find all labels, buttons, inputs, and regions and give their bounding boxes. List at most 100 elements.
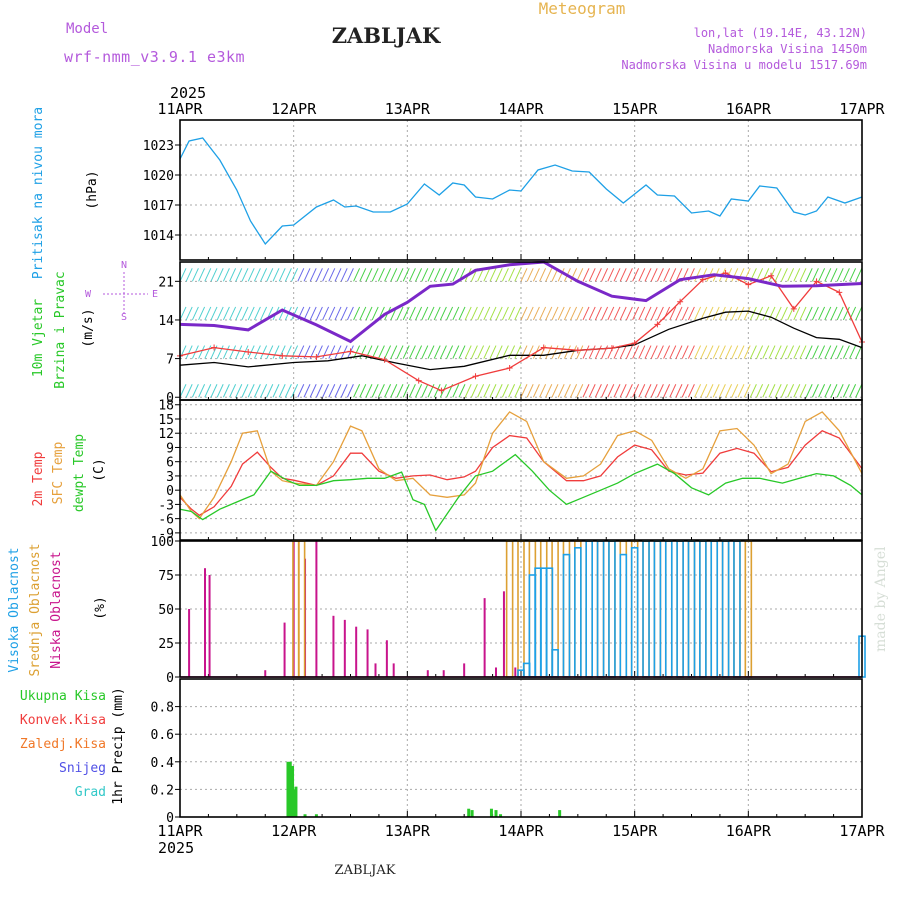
model-label: Model <box>66 21 108 37</box>
precip-ytick-label: 0 <box>166 811 174 826</box>
wind-barb <box>830 268 838 282</box>
cloud-bar <box>283 622 286 677</box>
model-name: wrf-nmm_v3.9.1 e3km <box>64 48 245 66</box>
wind-barb <box>663 345 671 359</box>
wind-barb <box>824 384 832 398</box>
wind-barb <box>756 268 764 282</box>
wind-barb <box>842 268 850 282</box>
wind-barb <box>185 384 193 398</box>
wind-barb <box>334 384 342 398</box>
precip-legend-label: Konvek.Kisa <box>20 713 106 728</box>
precip-legend-label: Ukupna Kisa <box>20 689 106 704</box>
cloud-bar <box>374 663 377 677</box>
wind-barb <box>315 306 323 321</box>
wind-barb <box>644 306 652 321</box>
precip-ytick-label: 0.2 <box>151 783 174 798</box>
wind-barb <box>539 306 547 321</box>
temperature-frame <box>179 399 863 541</box>
cloud-bar <box>562 553 571 678</box>
wind-barb <box>346 306 354 321</box>
wind-barb <box>681 345 689 359</box>
credit-label: made by Angel <box>873 546 889 652</box>
wind-barb <box>725 384 733 398</box>
wind-barb <box>842 384 850 398</box>
precip-bar <box>470 810 474 817</box>
cloud-ytick-label: 75 <box>158 569 174 584</box>
wind-barb <box>836 306 844 321</box>
wind-barb <box>774 306 782 321</box>
wind-barb <box>322 384 330 398</box>
wind-barb <box>247 306 255 321</box>
wind-barb <box>768 384 776 398</box>
wind-barb <box>260 345 268 359</box>
wind-barb <box>818 384 826 398</box>
temperature-ytick-label: -6 <box>158 513 174 528</box>
wind-compass: N S W E <box>85 260 158 323</box>
wind-barb <box>632 268 640 282</box>
wind-barb <box>731 384 739 398</box>
temperature-ytick-label: 3 <box>166 470 174 485</box>
cloud-bar <box>442 670 445 677</box>
cloud-bar <box>315 541 318 677</box>
wind-barb <box>681 306 689 321</box>
cloud-bar <box>343 619 346 677</box>
wind-barb <box>520 268 528 282</box>
precip-bar <box>558 810 562 817</box>
wind-barb <box>241 384 249 398</box>
wind-barb <box>700 345 708 359</box>
wind-barb <box>594 384 602 398</box>
wind-barb <box>632 345 640 359</box>
wind-barb <box>855 384 863 398</box>
cloud-panel: 0 25 50 75 100 <box>151 535 866 686</box>
coords-label: lon,lat (19.14E, 43.12N) <box>694 26 867 40</box>
wind-barb <box>625 268 633 282</box>
wind-barb <box>266 345 274 359</box>
wind-barb <box>408 306 416 321</box>
gust-point <box>279 352 286 359</box>
wind-barb <box>483 268 491 282</box>
wind-barb <box>849 345 857 359</box>
wind-barb <box>464 306 472 321</box>
cloud-bar <box>204 568 207 677</box>
wind-barb <box>687 384 695 398</box>
wind-barb <box>508 345 516 359</box>
gust-point <box>836 289 843 296</box>
wind-barb <box>632 306 640 321</box>
wind-barb <box>260 384 268 398</box>
wind-barb <box>334 345 342 359</box>
wind-barb <box>222 306 230 321</box>
day-label-top: 15APR <box>612 100 658 118</box>
wind-barb <box>427 345 435 359</box>
elevation-label: Nadmorska Visina 1450m <box>708 42 867 56</box>
cloud-ytick-label: 25 <box>158 637 174 652</box>
cloud-bar <box>208 575 211 677</box>
wind-barb <box>222 268 230 282</box>
precip-series-0 <box>286 761 562 817</box>
precip-bar <box>303 814 307 817</box>
wind-barb <box>520 345 528 359</box>
wind-barb <box>514 268 522 282</box>
precip-bar <box>499 814 503 817</box>
wind-barb <box>774 268 782 282</box>
wind-barb <box>737 384 745 398</box>
wind-barb <box>439 345 447 359</box>
wind-barb <box>737 306 745 321</box>
gust-point <box>245 348 252 355</box>
wind-barb <box>191 306 199 321</box>
wind-barb <box>780 306 788 321</box>
wind-barb <box>241 268 249 282</box>
wind-barb <box>712 306 720 321</box>
wind-barb <box>477 345 485 359</box>
wind-barb <box>470 384 478 398</box>
wind-barb <box>229 306 237 321</box>
wind-barb <box>470 306 478 321</box>
wind-barb <box>253 306 261 321</box>
wind-barb <box>284 268 292 282</box>
wind-barb <box>756 384 764 398</box>
wind-barb <box>855 268 863 282</box>
wind-barb <box>359 306 367 321</box>
precip-bar <box>494 810 498 817</box>
wind-barb <box>433 268 441 282</box>
gust-point <box>506 364 513 371</box>
